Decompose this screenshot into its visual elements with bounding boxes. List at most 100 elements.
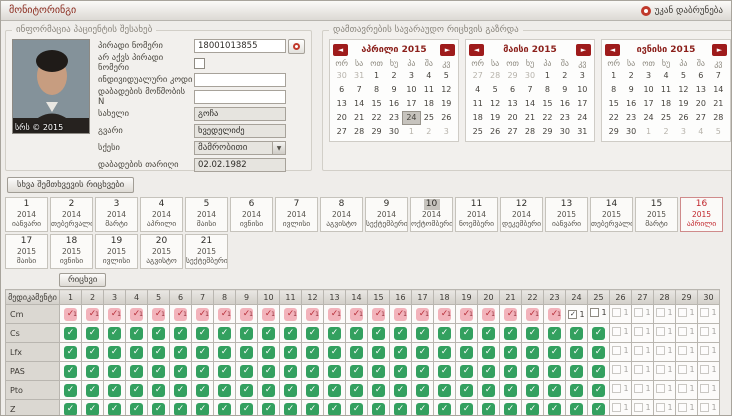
dose-taken-check-icon[interactable]: ✓ (328, 402, 341, 415)
dose-cell[interactable]: ✓ 1 (477, 304, 500, 324)
calendar-next-icon[interactable]: ► (712, 43, 727, 56)
calendar-day[interactable]: 31 (354, 71, 365, 80)
dose-taken-check-icon[interactable]: ✓ (174, 364, 187, 378)
dose-cell[interactable]: 1 (675, 304, 698, 324)
calendar-day[interactable]: 9 (391, 85, 397, 94)
calendar-day[interactable]: 12 (490, 99, 501, 108)
dose-taken-check-icon[interactable]: ✓ (504, 326, 517, 340)
dose-cell[interactable]: ✓ (587, 380, 610, 400)
dose-missed-check-icon[interactable]: ✓ 1 (438, 307, 451, 321)
dose-taken-check-icon[interactable]: ✓ (460, 345, 473, 359)
dose-cell[interactable]: 1 (609, 323, 632, 343)
calendar-day[interactable]: 7 (527, 85, 533, 94)
dose-cell[interactable]: ✓ (433, 361, 456, 381)
dose-missed-check-icon[interactable]: ✓ 1 (152, 307, 165, 321)
dose-cell[interactable]: ✓ (477, 361, 500, 381)
dose-cell[interactable]: ✓ (257, 323, 280, 343)
calendar-day[interactable]: 24 (577, 113, 588, 122)
month-cell[interactable]: 15 2015 მარტი (635, 197, 678, 232)
dose-taken-check-icon[interactable]: ✓ (438, 402, 451, 415)
dose-missed-check-icon[interactable]: ✓ 1 (394, 307, 407, 321)
dose-cell[interactable]: ✓ (103, 380, 126, 400)
dose-taken-check-icon[interactable]: ✓ (306, 383, 319, 397)
dose-taken-check-icon[interactable]: ✓ (218, 345, 231, 359)
dose-cell[interactable]: ✓ (59, 399, 82, 415)
dose-taken-check-icon[interactable]: ✓ (438, 326, 451, 340)
dose-cell[interactable]: ✓ (169, 361, 192, 381)
dose-cell[interactable]: ✓ (565, 399, 588, 415)
calendar-day[interactable]: 13 (336, 99, 347, 108)
dose-cell[interactable]: ✓ (81, 323, 104, 343)
dose-cell[interactable]: 1 (697, 399, 720, 415)
dose-cell[interactable]: ✓ (521, 323, 544, 343)
calendar-day[interactable]: 22 (542, 113, 553, 122)
dose-cell[interactable]: ✓ (477, 380, 500, 400)
calendar-day[interactable]: 19 (441, 99, 452, 108)
dose-cell[interactable]: ✓ (345, 399, 368, 415)
calendar-day[interactable]: 2 (663, 127, 669, 136)
calendar-day[interactable]: 25 (423, 113, 434, 122)
dose-cell[interactable]: 1 (609, 399, 632, 415)
dose-cell[interactable]: ✓ 1 (147, 304, 170, 324)
dose-taken-check-icon[interactable]: ✓ (548, 364, 561, 378)
dose-taken-check-icon[interactable]: ✓ (284, 383, 297, 397)
dose-taken-check-icon[interactable]: ✓ (174, 345, 187, 359)
dose-cell[interactable]: ✓ (499, 361, 522, 381)
dose-taken-check-icon[interactable]: ✓ (306, 345, 319, 359)
dose-cell[interactable]: ✓ (345, 342, 368, 362)
personal-number-input[interactable] (194, 39, 286, 53)
month-cell[interactable]: 1 2014 იანვარი (5, 197, 48, 232)
dose-taken-check-icon[interactable]: ✓ (526, 326, 539, 340)
calendar-day[interactable]: 16 (388, 99, 400, 108)
calendar-day[interactable]: 2 (391, 71, 397, 80)
dose-missed-check-icon[interactable]: ✓ 1 (548, 307, 561, 321)
calendar-day[interactable]: 2 (426, 127, 432, 136)
dose-missed-check-icon[interactable]: ✓ 1 (306, 307, 319, 321)
dose-taken-check-icon[interactable]: ✓ (196, 364, 209, 378)
dose-cell[interactable]: ✓ (323, 323, 346, 343)
dose-cell[interactable]: ✓ (587, 342, 610, 362)
dose-cell[interactable]: ✓ (565, 323, 588, 343)
dose-taken-check-icon[interactable]: ✓ (460, 364, 473, 378)
calendar-day[interactable]: 5 (715, 127, 721, 136)
calendar-day[interactable]: 11 (472, 99, 483, 108)
dose-cell[interactable]: 1 (675, 361, 698, 381)
month-cell[interactable]: 6 2014 ივნისი (230, 197, 273, 232)
dose-cell[interactable]: ✓ (279, 361, 302, 381)
dose-missed-check-icon[interactable]: ✓ 1 (108, 307, 121, 321)
calendar-day[interactable]: 23 (559, 113, 570, 122)
calendar-day[interactable]: 25 (472, 127, 483, 136)
dose-missed-check-icon[interactable]: ✓ 1 (526, 307, 539, 321)
calendar-prev-icon[interactable]: ◄ (469, 43, 484, 56)
dose-cell[interactable]: ✓ 1 (235, 304, 258, 324)
month-cell[interactable]: 12 2014 დეკემბერი (500, 197, 543, 232)
dose-cell[interactable]: ✓ 1 (125, 304, 148, 324)
individual-code-input[interactable] (194, 73, 286, 87)
dose-taken-check-icon[interactable]: ✓ (86, 326, 99, 340)
dose-cell[interactable]: ✓ 1 (59, 304, 82, 324)
calendar-day[interactable]: 30 (524, 71, 536, 80)
dose-cell[interactable]: ✓ (433, 323, 456, 343)
dose-cell[interactable]: ✓ (565, 342, 588, 362)
dose-cell[interactable]: ✓ (125, 323, 148, 343)
dose-cell[interactable]: ✓ (103, 361, 126, 381)
dose-cell[interactable]: ✓ (125, 399, 148, 415)
dose-taken-check-icon[interactable]: ✓ (482, 402, 495, 415)
dose-taken-check-icon[interactable]: ✓ (196, 383, 209, 397)
dose-cell[interactable]: 1 (631, 399, 654, 415)
dose-cell[interactable]: ✓ (235, 342, 258, 362)
dose-cell[interactable]: 1 (609, 380, 632, 400)
dose-cell[interactable]: ✓ (499, 323, 522, 343)
dose-taken-check-icon[interactable]: ✓ (438, 383, 451, 397)
dose-cell[interactable]: ✓ (81, 361, 104, 381)
dose-cell[interactable]: ✓ (455, 361, 478, 381)
calendar-day[interactable]: 14 (713, 85, 724, 94)
calendar-day[interactable]: 21 (713, 99, 724, 108)
calendar-day[interactable]: 3 (680, 127, 686, 136)
dose-cell[interactable]: ✓ (587, 323, 610, 343)
dose-cell[interactable]: ✓ (213, 361, 236, 381)
dose-taken-check-icon[interactable]: ✓ (218, 326, 231, 340)
month-cell[interactable]: 4 2014 აპრილი (140, 197, 183, 232)
dose-taken-check-icon[interactable]: ✓ (394, 326, 407, 340)
calendar-day[interactable]: 11 (660, 85, 672, 94)
